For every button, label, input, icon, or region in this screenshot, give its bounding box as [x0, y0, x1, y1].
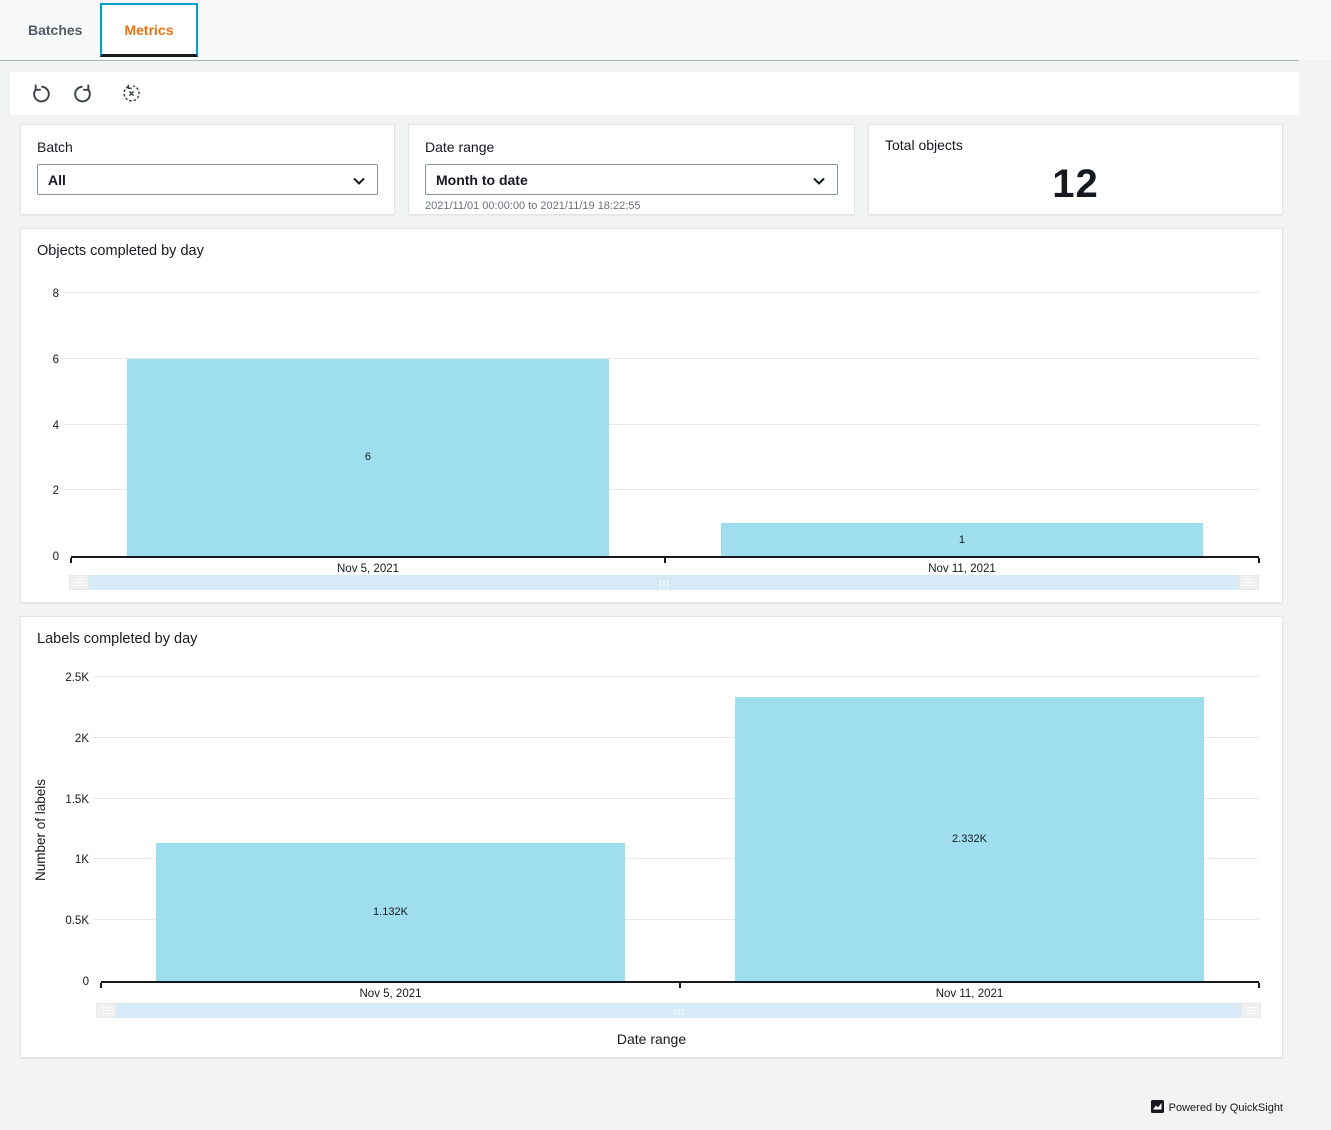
y-tick-label: 4	[52, 419, 59, 432]
bar-value-label: 1.132K	[373, 906, 408, 919]
y-tick-label: 0	[52, 551, 59, 563]
y-tick-label: 2	[52, 485, 59, 498]
tab-batches-label: Batches	[28, 22, 83, 38]
bar-value-label: 6	[364, 451, 372, 464]
x-tick-label: Nov 11, 2021	[935, 988, 1004, 1000]
gridline	[93, 797, 1259, 799]
date-range-detail: 2021/11/01 00:00:00 to 2021/11/19 18:22:…	[425, 200, 641, 212]
chart-title: Labels completed by day	[37, 631, 198, 647]
date-range-filter-value: Month to date	[436, 171, 528, 188]
plot-area: 0 2 4 6 8 6 Nov 5, 2021 1 Nov 11, 2021	[53, 288, 1260, 575]
total-objects-kpi-card: Total objects 12	[868, 124, 1283, 215]
gridline	[63, 489, 1259, 491]
batch-filter-label: Batch	[37, 139, 73, 155]
bar-value-label: 1	[958, 533, 966, 546]
date-range-filter-select[interactable]: Month to date	[425, 164, 838, 195]
powered-by-badge: Powered by QuickSight	[1150, 1100, 1283, 1116]
scrollbar-left-handle[interactable]	[69, 575, 89, 590]
y-tick-label: 0.5K	[65, 915, 89, 928]
chart-scrollbar[interactable]	[96, 1003, 1261, 1018]
bar-value-label: 2.332K	[952, 833, 987, 846]
powered-by-label: Powered by QuickSight	[1168, 1102, 1283, 1114]
tab-metrics-label: Metrics	[124, 21, 174, 38]
x-tick-label: Nov 5, 2021	[359, 988, 422, 1000]
undo-button[interactable]	[28, 81, 54, 107]
labels-completed-chart-card: Labels completed by day Number of labels…	[20, 616, 1283, 1058]
date-range-filter-label: Date range	[425, 139, 495, 155]
gridline	[63, 292, 1259, 293]
scrollbar-range[interactable]	[89, 575, 1239, 590]
bar[interactable]: 1.132K	[156, 843, 625, 981]
scrollbar-right-handle[interactable]	[1241, 1003, 1261, 1018]
x-axis-label: Date range	[616, 1031, 687, 1047]
handle-grip-icon	[1247, 1007, 1255, 1014]
x-tick-mark	[100, 983, 102, 988]
toolbar	[10, 72, 1299, 115]
gridline	[63, 357, 1259, 359]
y-tick-label: 1K	[74, 854, 89, 867]
tab-bar: Batches Metrics	[0, 0, 1331, 60]
gridline	[63, 423, 1259, 425]
x-tick-mark	[664, 558, 666, 563]
y-tick-label: 1.5K	[65, 793, 89, 806]
objects-completed-chart-card: Objects completed by day 0 2 4 6 8 6 Nov 5, 20…	[20, 228, 1283, 603]
handle-grip-icon	[75, 579, 83, 586]
scrollbar-grip-icon	[673, 1002, 685, 1020]
chevron-down-icon	[351, 173, 367, 192]
y-tick-label: 2K	[74, 732, 89, 745]
redo-icon	[72, 83, 94, 105]
kpi-label: Total objects	[885, 137, 963, 153]
handle-grip-icon	[1245, 579, 1253, 586]
y-tick-label: 2.5K	[65, 672, 89, 684]
header-divider	[0, 60, 1299, 61]
bar[interactable]: 6	[127, 358, 609, 556]
x-tick-mark	[1258, 983, 1260, 988]
chevron-down-icon	[811, 173, 827, 192]
reset-button[interactable]	[118, 81, 144, 107]
x-tick-label: Nov 11, 2021	[928, 563, 996, 575]
y-tick-label: 8	[52, 288, 59, 300]
x-tick-mark	[1258, 558, 1260, 563]
tab-metrics[interactable]: Metrics	[100, 3, 198, 57]
scrollbar-right-handle[interactable]	[1239, 575, 1259, 590]
x-tick-mark	[70, 558, 72, 563]
scrollbar-grip-icon	[658, 574, 670, 592]
gridline	[93, 736, 1259, 738]
undo-icon	[30, 83, 52, 105]
y-tick-label: 0	[82, 976, 89, 988]
scrollbar-left-handle[interactable]	[96, 1003, 116, 1018]
chart-scrollbar[interactable]	[69, 575, 1259, 590]
handle-grip-icon	[102, 1007, 110, 1014]
gridline	[93, 858, 1259, 860]
kpi-value: 12	[1052, 162, 1099, 206]
bar[interactable]: 2.332K	[735, 697, 1204, 981]
reset-icon	[122, 84, 141, 103]
plot-area: 0 0.5K 1K 1.5K 2K 2.5K 1.132K Nov 5, 2021 2.332K…	[65, 672, 1260, 1000]
date-range-filter-card: Date range Month to date 2021/11/01 00:0…	[408, 124, 855, 215]
gridline	[93, 676, 1259, 677]
quicksight-logo-icon	[1150, 1100, 1164, 1116]
header: Batches Metrics	[0, 0, 1331, 60]
x-tick-mark	[679, 983, 681, 988]
bar[interactable]: 1	[721, 523, 1203, 556]
y-tick-label: 6	[52, 353, 59, 366]
tab-batches[interactable]: Batches	[10, 0, 100, 60]
batch-filter-value: All	[48, 171, 66, 188]
batch-filter-select[interactable]: All	[37, 164, 378, 195]
gridline	[93, 919, 1259, 921]
y-axis-label: Number of labels	[33, 778, 48, 882]
x-tick-label: Nov 5, 2021	[336, 563, 400, 575]
chart-title: Objects completed by day	[37, 243, 204, 259]
redo-button[interactable]	[70, 81, 96, 107]
scrollbar-range[interactable]	[116, 1003, 1241, 1018]
batch-filter-card: Batch All	[20, 124, 395, 215]
